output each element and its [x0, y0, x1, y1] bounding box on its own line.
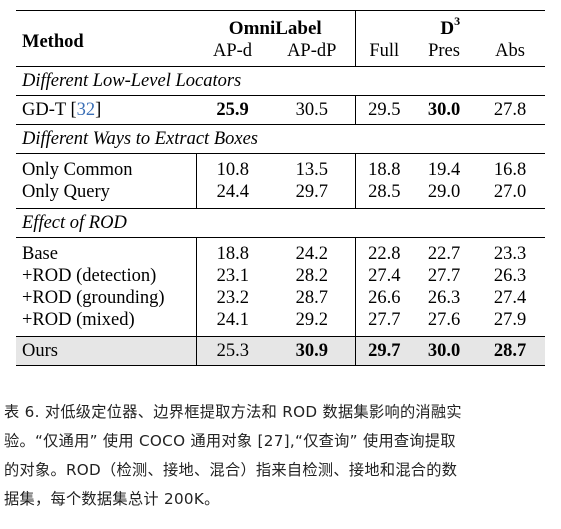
- cell-ap-d: 25.9: [216, 100, 249, 120]
- cell-ap-dp: 30.9: [269, 336, 355, 366]
- cell-abs: 26.3: [493, 266, 527, 286]
- cell-full: 29.7: [354, 336, 413, 366]
- cell-abs: 27.8: [493, 100, 527, 120]
- cell-abs: 16.8: [493, 160, 527, 180]
- cell-abs: 27.9: [493, 310, 527, 330]
- cell-ap-dp: 30.5: [295, 100, 328, 120]
- row-method: +ROD (mixed): [22, 310, 135, 330]
- row-method: Only Query: [22, 182, 110, 202]
- d3-header-sup: 3: [454, 13, 461, 28]
- section-header-row: Different Ways to Extract Boxes: [16, 124, 546, 154]
- row-method: GD-T [32]: [16, 96, 196, 125]
- cell-ap-d: 10.8: [195, 153, 269, 181]
- cell-abs: 27.0: [493, 182, 527, 202]
- ours-row: Ours 25.3 30.9 29.7 30.0 28.7: [16, 336, 546, 366]
- section-title-locators: Different Low-Level Locators: [22, 71, 242, 91]
- section-header-row: Effect of ROD: [16, 208, 546, 238]
- table-caption: 表 6. 对低级定位器、边界框提取方法和 ROD 数据集影响的消融实 验。“仅通…: [4, 398, 557, 514]
- row-method: Only Common: [22, 160, 133, 180]
- cell-ap-d: 24.4: [195, 181, 269, 209]
- cell-pres: 27.7: [427, 266, 461, 286]
- row-method: +ROD (grounding): [22, 288, 165, 308]
- cell-full: 27.4: [354, 265, 413, 287]
- cell-ap-dp: 28.2: [295, 266, 328, 286]
- row-method: Ours: [16, 336, 196, 366]
- col-header-full: Full: [354, 40, 413, 67]
- cell-pres: 29.0: [427, 182, 461, 202]
- cell-full: 18.8: [354, 153, 413, 181]
- section-header-row: Different Low-Level Locators: [16, 66, 546, 96]
- caption-line: 据集，每个数据集总计 200K。: [4, 490, 220, 508]
- cell-full: 28.5: [354, 181, 413, 209]
- col-header-abs: Abs: [495, 41, 525, 61]
- citation-link[interactable]: 32: [76, 100, 96, 120]
- table-row: +ROD (grounding) 23.2 28.7 26.6 26.3 27.…: [16, 287, 545, 309]
- table-row: Base 18.8 24.2 22.8 22.7 23.3: [16, 237, 546, 265]
- cell-abs: 23.3: [493, 244, 527, 264]
- table-row: +ROD (mixed) 24.1 29.2 27.7 27.6 27.9: [16, 309, 545, 337]
- caption-line: 验。“仅通用” 使用 COCO 通用对象 [27],“仅查询” 使用查询提取: [4, 432, 456, 450]
- cell-full: 26.6: [354, 287, 413, 309]
- ablation-table-container: Method OmniLabel D3 AP-d AP-dP Full Pres…: [16, 10, 546, 366]
- caption-line: 表 6. 对低级定位器、边界框提取方法和 ROD 数据集影响的消融实: [4, 403, 462, 421]
- cell-full: 22.8: [354, 237, 413, 265]
- section-title-boxes: Different Ways to Extract Boxes: [22, 129, 258, 149]
- cell-pres: 30.0: [413, 336, 475, 366]
- col-header-pres: Pres: [428, 41, 460, 61]
- header-row-groups: Method OmniLabel D3: [16, 10, 546, 52]
- method-header: Method: [22, 32, 84, 52]
- cell-ap-d: 25.3: [195, 336, 269, 366]
- col-header-ap-dp: AP-dP: [287, 41, 337, 61]
- cell-abs: 28.7: [475, 336, 546, 366]
- table-row: Only Query 24.4 29.7 28.5 29.0 27.0: [16, 181, 545, 209]
- table-row: GD-T [32] 25.9 30.5 29.5 30.0 27.8: [16, 95, 546, 125]
- table-row: +ROD (detection) 23.1 28.2 27.4 27.7 26.…: [16, 265, 545, 287]
- cell-pres: 19.4: [427, 160, 461, 180]
- cell-ap-d: 18.8: [195, 237, 269, 265]
- d3-header-base: D: [440, 18, 455, 39]
- cell-pres: 26.3: [427, 288, 461, 308]
- cell-ap-d: 23.1: [195, 265, 269, 287]
- cell-ap-dp: 29.7: [295, 182, 328, 202]
- cell-full: 29.5: [354, 95, 413, 125]
- method-text-end: ]: [95, 100, 102, 120]
- cell-ap-dp: 13.5: [295, 160, 328, 180]
- cell-ap-d: 24.1: [195, 309, 269, 337]
- row-method: +ROD (detection): [22, 266, 157, 286]
- cell-pres: 27.6: [427, 310, 461, 330]
- table-row: Only Common 10.8 13.5 18.8 19.4 16.8: [16, 153, 546, 181]
- header-row-columns: AP-d AP-dP Full Pres Abs: [16, 40, 545, 67]
- section-title-rod: Effect of ROD: [22, 213, 127, 233]
- cell-full: 27.7: [354, 309, 413, 337]
- cell-ap-dp: 29.2: [295, 310, 328, 330]
- method-text: GD-T [: [22, 100, 77, 120]
- cell-ap-dp: 28.7: [295, 288, 328, 308]
- d3-header: D3: [354, 10, 546, 40]
- ablation-table: Method OmniLabel D3 AP-d AP-dP Full Pres…: [16, 10, 546, 366]
- omnilabel-header: OmniLabel: [228, 18, 322, 39]
- row-method: Base: [22, 244, 58, 264]
- cell-pres: 22.7: [427, 244, 461, 264]
- col-header-ap-d: AP-d: [212, 41, 253, 61]
- cell-ap-d: 23.2: [195, 287, 269, 309]
- cell-pres: 30.0: [427, 100, 461, 120]
- caption-line: 的对象。ROD（检测、接地、混合）指来自检测、接地和混合的数: [4, 461, 458, 479]
- cell-abs: 27.4: [493, 288, 527, 308]
- cell-ap-dp: 24.2: [295, 244, 328, 264]
